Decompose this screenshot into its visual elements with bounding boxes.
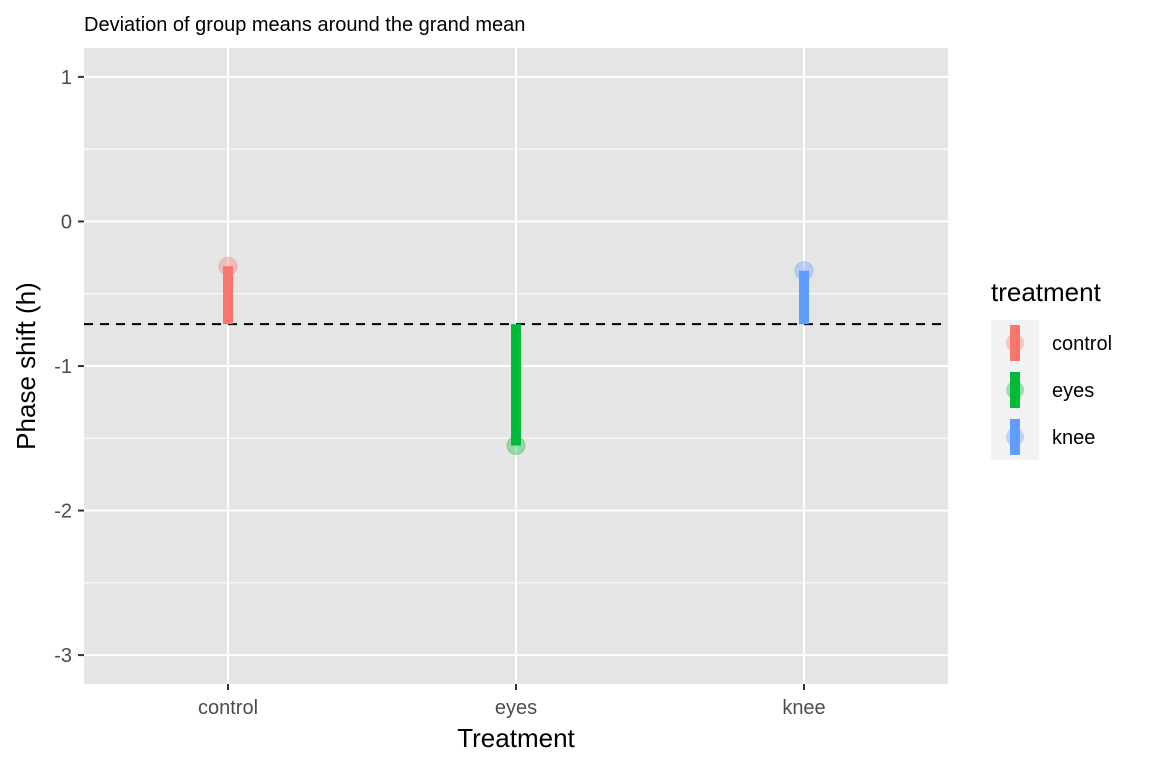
- x-tick-label: eyes: [495, 697, 537, 719]
- mean-point-eyes: [506, 436, 526, 455]
- mean-point-control: [218, 256, 238, 276]
- y-axis: 1 0 -1 -2 -3: [54, 67, 84, 667]
- legend-label-knee: knee: [1052, 427, 1095, 449]
- data-marks: [84, 256, 948, 455]
- legend-items: control eyes knee: [1006, 325, 1112, 455]
- x-tick-label: control: [198, 697, 258, 719]
- y-tick-label: -3: [54, 645, 72, 667]
- x-tick-label: knee: [782, 697, 825, 719]
- legend-label-control: control: [1052, 333, 1112, 355]
- legend: treatment control eyes knee: [991, 277, 1112, 460]
- chart-title: Deviation of group means around the gran…: [84, 14, 525, 36]
- y-tick-label: -2: [54, 501, 72, 523]
- y-tick-label: -1: [54, 356, 72, 378]
- legend-title: treatment: [991, 277, 1102, 307]
- y-axis-title: Phase shift (h): [11, 282, 41, 450]
- mean-point-knee: [794, 261, 814, 281]
- y-tick-label: 1: [61, 67, 72, 89]
- legend-label-eyes: eyes: [1052, 380, 1094, 402]
- y-tick-label: 0: [61, 211, 72, 233]
- x-axis: control eyes knee: [198, 684, 826, 719]
- x-axis-title: Treatment: [457, 723, 575, 753]
